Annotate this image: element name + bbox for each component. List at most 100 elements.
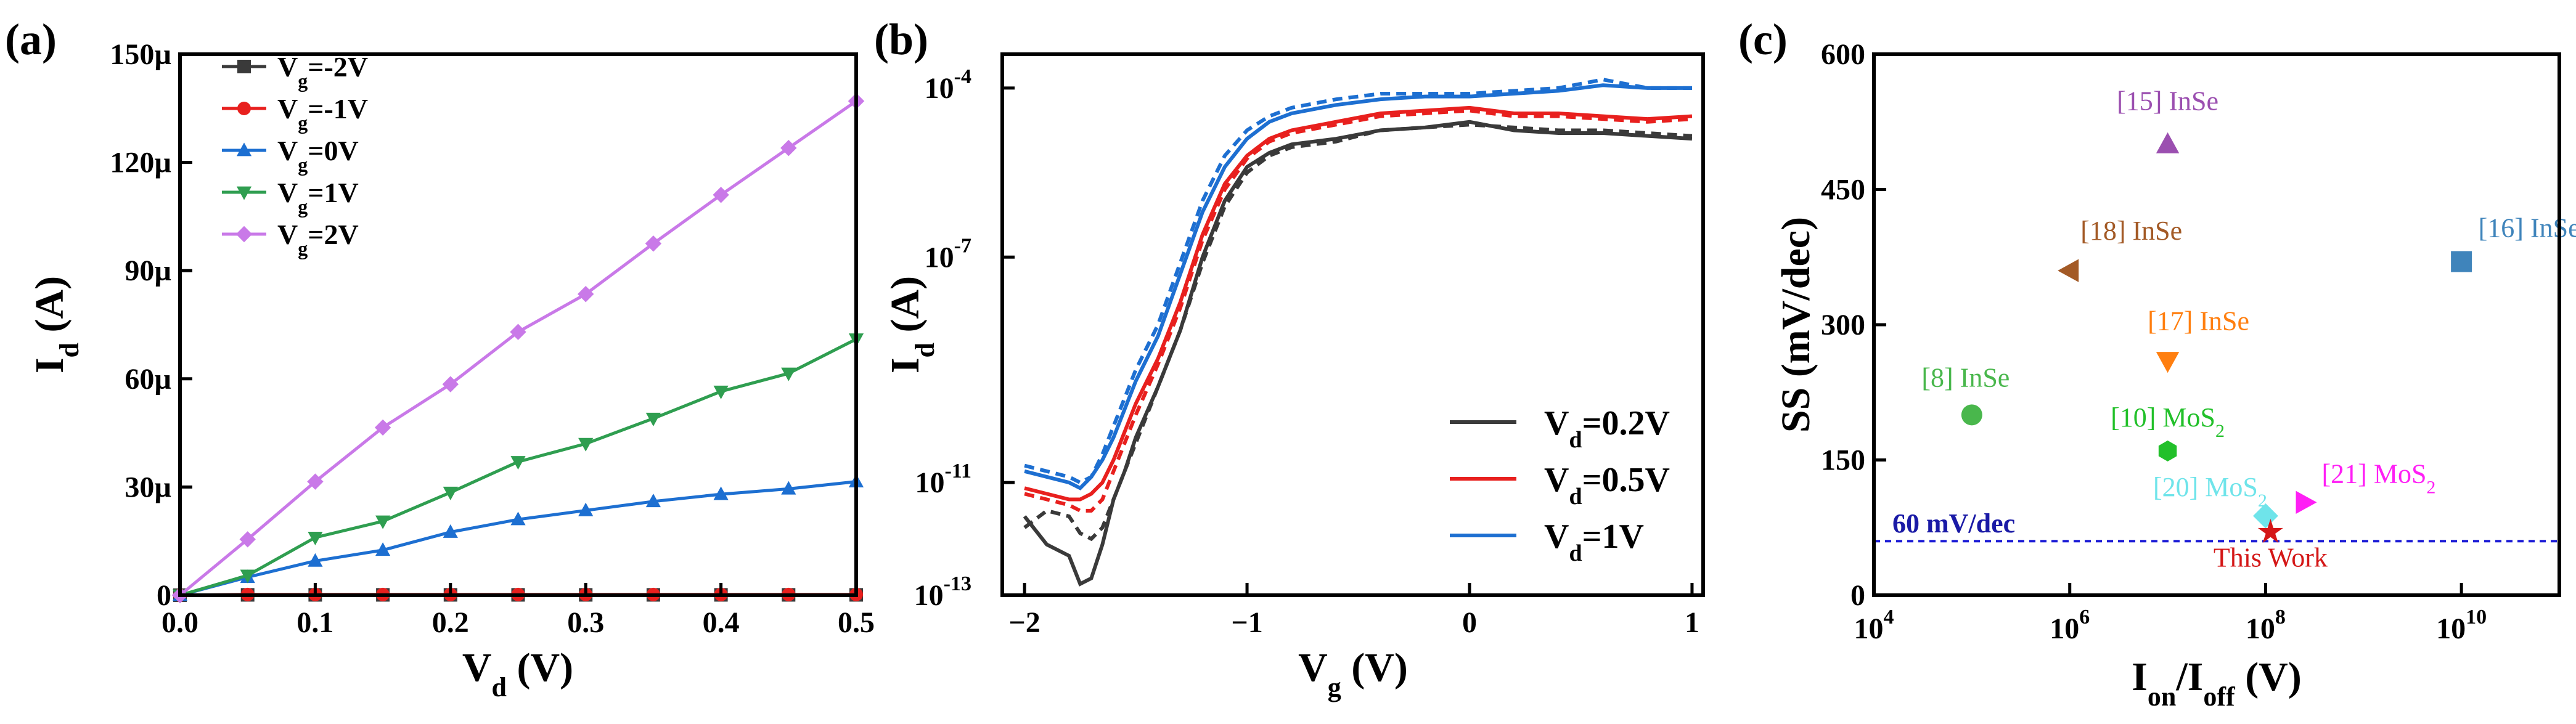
data-point xyxy=(645,235,662,252)
data-point xyxy=(510,456,526,470)
scatter-point xyxy=(2253,503,2278,529)
data-point xyxy=(442,376,459,393)
panel-a-y-ticks: 0 30µ 60µ 90µ 120µ 150µ xyxy=(110,38,192,612)
x-tick-label: −1 xyxy=(1231,606,1262,639)
legend-marker xyxy=(236,142,252,157)
scatter-point xyxy=(1961,404,1982,426)
panel-c: (c) 60 mV/dec [15] InSe [18] InSe [16] InS… xyxy=(1738,15,2576,712)
point-label: [16] InSe xyxy=(2479,213,2576,243)
x-tick-label: 0.5 xyxy=(838,606,875,639)
x-tick-label: 0.1 xyxy=(296,606,333,639)
y-tick-label: 0 xyxy=(1850,579,1865,612)
panel-b-legend: Vd=0.2V Vd=0.5V Vd=1V xyxy=(1450,404,1670,566)
y-tick-label: 300 xyxy=(1821,309,1865,341)
data-point xyxy=(781,481,796,495)
data-point xyxy=(578,502,594,516)
data-point xyxy=(510,511,526,526)
data-point xyxy=(713,187,729,203)
data-point xyxy=(713,385,729,399)
x-tick-label: 1 xyxy=(1685,606,1699,639)
legend-label: Vg=-2V xyxy=(277,51,368,92)
legend-label: Vg=2V xyxy=(277,219,359,259)
data-point xyxy=(645,412,661,426)
data-point xyxy=(239,531,256,548)
data-point xyxy=(375,515,391,529)
panel-a: (a) 0.0 0.1 0.2 0.3 0.4 0.5 0 30µ 60µ 90µ 120µ 150… xyxy=(5,15,875,702)
panel-a-label: (a) xyxy=(5,15,57,64)
panel-c-y-ticks: 0 150 300 450 600 xyxy=(1821,38,1886,612)
panel-b-label: (b) xyxy=(874,15,928,64)
y-tick-label: 600 xyxy=(1821,38,1865,71)
legend-marker xyxy=(236,186,252,200)
scatter-point xyxy=(2156,132,2180,153)
x-tick-label: −2 xyxy=(1008,606,1040,639)
data-point xyxy=(443,486,458,500)
legend-marker xyxy=(237,102,251,115)
panel-a-x-label: Vd (V) xyxy=(462,645,573,702)
y-tick-label: 150µ xyxy=(110,38,171,71)
panel-b-y-ticks: 10-13 10-11 10-7 10-4 xyxy=(914,65,1015,612)
data-point xyxy=(307,473,324,490)
x-tick-label: 106 xyxy=(2050,606,2090,645)
y-tick-label: 90µ xyxy=(125,254,171,287)
y-tick-label: 10-11 xyxy=(915,460,971,499)
point-label: [17] InSe xyxy=(2148,306,2249,336)
data-point xyxy=(713,486,729,500)
y-tick-label: 60µ xyxy=(125,363,171,396)
data-point xyxy=(578,437,594,452)
panel-b-series xyxy=(1023,78,1693,587)
panel-c-reference-line: 60 mV/dec xyxy=(1874,508,2559,543)
x-tick-label: 0.2 xyxy=(432,606,469,639)
series-line xyxy=(179,480,857,597)
legend-label: Vg=-1V xyxy=(277,93,368,134)
scatter-point xyxy=(2058,259,2079,282)
scatter-point xyxy=(2257,518,2283,543)
x-tick-label: 0.0 xyxy=(162,606,198,639)
scatter-point xyxy=(2156,352,2180,373)
x-tick-label: 108 xyxy=(2246,606,2286,645)
y-tick-label: 150 xyxy=(1821,444,1865,477)
y-tick-label: 10-13 xyxy=(914,572,971,612)
y-tick-label: 30µ xyxy=(125,471,171,503)
data-point xyxy=(308,531,323,545)
x-tick-label: 0 xyxy=(1462,606,1477,639)
point-label: This Work xyxy=(2214,543,2328,573)
data-point xyxy=(375,542,391,556)
y-tick-label: 120µ xyxy=(110,147,171,179)
panel-c-label: (c) xyxy=(1738,15,1788,64)
y-tick-label: 10-4 xyxy=(925,65,971,105)
legend-label: Vd=0.5V xyxy=(1544,461,1670,510)
panel-c-x-ticks: 104 106 108 1010 xyxy=(1854,583,2487,645)
data-point xyxy=(578,286,594,303)
panel-c-points: [15] InSe [18] InSe [16] InSe [17] InSe [8] … xyxy=(1921,86,2576,572)
y-tick-label: 450 xyxy=(1821,174,1865,206)
series-line xyxy=(1024,105,1693,502)
data-point xyxy=(240,569,255,584)
point-label: [18] InSe xyxy=(2080,216,2182,246)
legend-label: Vg=0V xyxy=(277,135,359,176)
scatter-point xyxy=(2158,440,2177,462)
legend-label: Vd=1V xyxy=(1544,518,1644,566)
reference-label: 60 mV/dec xyxy=(1892,508,2015,539)
x-tick-label: 0.3 xyxy=(567,606,604,639)
point-label: [15] InSe xyxy=(2117,86,2218,116)
legend-marker xyxy=(237,60,251,73)
point-label: [10] MoS2 xyxy=(2111,402,2225,441)
data-point xyxy=(374,419,391,436)
point-label: [20] MoS2 xyxy=(2153,472,2267,511)
data-point xyxy=(510,323,526,340)
panel-b-x-label: Vg (V) xyxy=(1298,645,1408,702)
panel-a-x-ticks: 0.0 0.1 0.2 0.3 0.4 0.5 xyxy=(162,583,875,639)
data-point xyxy=(781,367,796,381)
data-point xyxy=(780,139,797,157)
legend-marker xyxy=(235,226,253,243)
x-tick-label: 1010 xyxy=(2436,606,2487,645)
x-tick-label: 0.4 xyxy=(703,606,740,639)
scatter-point xyxy=(2296,490,2317,514)
y-tick-label: 0 xyxy=(157,579,171,612)
data-point xyxy=(308,553,323,567)
panel-c-x-label: Ion/Ioff (V) xyxy=(2132,654,2302,712)
